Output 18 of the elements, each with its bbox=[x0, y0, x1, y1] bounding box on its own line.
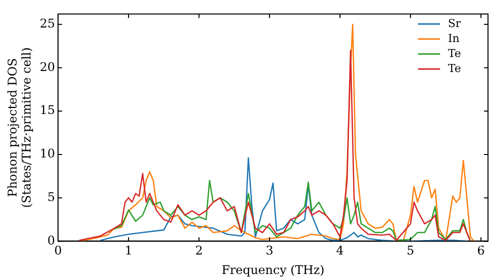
x-tick-label: 3 bbox=[266, 244, 274, 258]
x-tick-label: 5 bbox=[406, 244, 414, 258]
y-tick-label: 25 bbox=[40, 16, 56, 31]
y-axis-title: Phonon projected DOS (States/THz·primitive cell) bbox=[5, 47, 34, 208]
legend-label: In bbox=[448, 32, 460, 45]
y-tick-label: 10 bbox=[40, 146, 56, 161]
x-tick-label: 1 bbox=[124, 244, 132, 258]
x-axis-title: Frequency (THz) bbox=[222, 262, 324, 277]
y-tick-label: 5 bbox=[47, 190, 56, 204]
x-tick-label: 6 bbox=[477, 244, 485, 258]
legend-label: Te bbox=[448, 46, 461, 60]
x-tick-label: 2 bbox=[195, 244, 203, 258]
legend-label: Te bbox=[448, 62, 461, 75]
y-tick-label: 15 bbox=[40, 103, 56, 118]
y-tick-label: 0 bbox=[47, 233, 56, 248]
legend-label: Sr bbox=[448, 16, 462, 30]
x-tick-label: 4 bbox=[336, 244, 344, 258]
y-tick-label: 20 bbox=[40, 60, 56, 74]
